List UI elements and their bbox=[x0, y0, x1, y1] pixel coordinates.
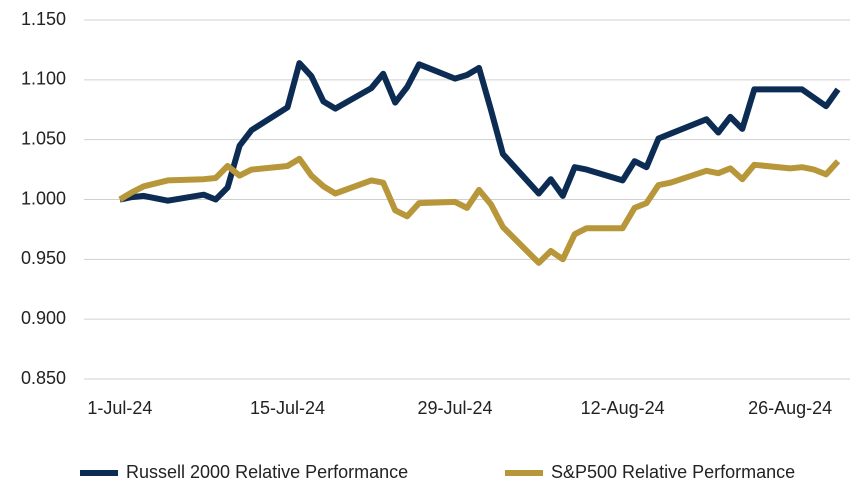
series-line bbox=[119, 60, 841, 204]
x-tick-label: 15-Jul-24 bbox=[250, 398, 325, 418]
y-tick-label: 1.100 bbox=[21, 69, 66, 89]
y-tick-label: 1.050 bbox=[21, 128, 66, 148]
y-tick-label: 0.900 bbox=[21, 308, 66, 328]
legend-label: Russell 2000 Relative Performance bbox=[126, 462, 408, 482]
x-tick-label: 29-Jul-24 bbox=[418, 398, 493, 418]
legend-label: S&P500 Relative Performance bbox=[551, 462, 795, 482]
x-tick-label: 12-Aug-24 bbox=[581, 398, 665, 418]
y-tick-label: 0.850 bbox=[21, 368, 66, 388]
y-tick-label: 1.150 bbox=[21, 9, 66, 29]
series-line bbox=[118, 155, 841, 266]
x-tick-label: 26-Aug-24 bbox=[748, 398, 832, 418]
y-tick-label: 1.000 bbox=[21, 188, 66, 208]
y-tick-label: 0.950 bbox=[21, 248, 66, 268]
x-tick-label: 1-Jul-24 bbox=[87, 398, 152, 418]
